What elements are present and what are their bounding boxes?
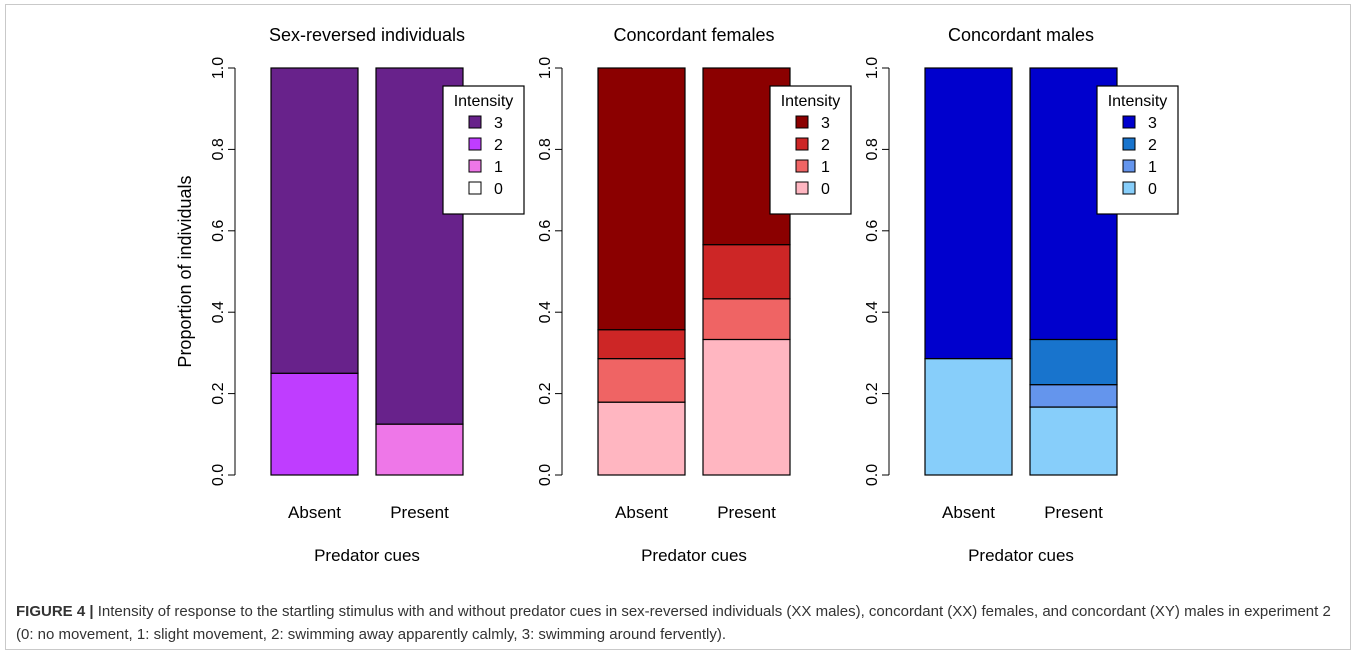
panel-2-y-tick-label: 1.0 [537, 57, 554, 79]
panel-2-bar-absent-intensity-3 [598, 68, 685, 330]
panel-2-y-tick-label: 0.6 [537, 220, 554, 242]
panel-2-legend-swatch-3 [796, 116, 808, 128]
panel-2-legend-swatch-0 [796, 182, 808, 194]
panel-2-legend-label-0: 0 [821, 181, 830, 198]
panel-1-legend-swatch-1 [469, 160, 481, 172]
panel-2-x-tick-label: Absent [615, 503, 668, 522]
panel-2-title: Concordant females [613, 25, 774, 45]
panel-1-legend-title: Intensity [454, 93, 514, 110]
panel-1-bar-present-intensity-1 [376, 424, 463, 475]
panel-3-bar-present-intensity-1 [1030, 385, 1117, 407]
panel-3-bar-present-intensity-0 [1030, 407, 1117, 475]
panel-1-x-tick-label: Present [390, 503, 449, 522]
panel-1-bar-absent-intensity-2 [271, 373, 358, 475]
panel-2-bar-present-intensity-1 [703, 299, 790, 340]
panel-1-y-axis-label: Proportion of individuals [175, 175, 195, 367]
panel-3-x-axis-label: Predator cues [968, 546, 1074, 565]
panel-2-y-tick-label: 0.4 [537, 301, 554, 323]
figure-caption: FIGURE 4 | Intensity of response to the … [16, 600, 1336, 646]
panel-2-y-tick-label: 0.8 [537, 138, 554, 160]
panel-2-y-tick-label: 0.2 [537, 382, 554, 404]
panel-1-x-tick-label: Absent [288, 503, 341, 522]
panel-2-bar-present-intensity-2 [703, 245, 790, 299]
caption-label: FIGURE 4 | [16, 603, 94, 620]
panel-1-y-tick-label: 0.8 [210, 138, 227, 160]
panel-3-x-tick-label: Present [1044, 503, 1103, 522]
panel-3-legend-swatch-0 [1123, 182, 1135, 194]
panel-2-legend-title: Intensity [781, 93, 841, 110]
panel-1-bar-absent-intensity-3 [271, 68, 358, 373]
panel-2-bar-absent-intensity-2 [598, 330, 685, 359]
panel-1-title: Sex-reversed individuals [269, 25, 465, 45]
panel-3-legend-label-2: 2 [1148, 137, 1157, 154]
panel-2-bar-absent-intensity-1 [598, 359, 685, 403]
panel-3-y-tick-label: 0.6 [864, 220, 881, 242]
panel-2-legend-label-1: 1 [821, 159, 830, 176]
panel-2-x-axis-label: Predator cues [641, 546, 747, 565]
panel-2-bar-absent-intensity-0 [598, 402, 685, 475]
panel-1-y-tick-label: 1.0 [210, 57, 227, 79]
panel-3-y-tick-label: 0.4 [864, 301, 881, 323]
panel-3-x-tick-label: Absent [942, 503, 995, 522]
panel-2-bar-present-intensity-0 [703, 339, 790, 475]
panel-3-legend-label-3: 3 [1148, 115, 1157, 132]
panel-3-bar-absent-intensity-3 [925, 68, 1012, 359]
panel-1-legend-label-3: 3 [494, 115, 503, 132]
panel-1-y-tick-label: 0.0 [210, 464, 227, 486]
panel-1-legend-label-1: 1 [494, 159, 503, 176]
panel-3-y-tick-label: 0.0 [864, 464, 881, 486]
panel-1-legend-label-2: 2 [494, 137, 503, 154]
panel-1-y-tick-label: 0.6 [210, 220, 227, 242]
caption-text: Intensity of response to the startling s… [16, 603, 1331, 643]
panel-3-y-tick-label: 0.2 [864, 382, 881, 404]
panel-1-legend-swatch-3 [469, 116, 481, 128]
panel-3-title: Concordant males [948, 25, 1094, 45]
panel-3-bar-absent-intensity-0 [925, 359, 1012, 475]
panel-2-legend-swatch-1 [796, 160, 808, 172]
panel-3-y-tick-label: 1.0 [864, 57, 881, 79]
panel-3-legend-label-0: 0 [1148, 181, 1157, 198]
panel-1-legend-swatch-2 [469, 138, 481, 150]
panel-3-bar-present-intensity-2 [1030, 339, 1117, 384]
panel-1-legend-swatch-0 [469, 182, 481, 194]
panel-3-legend-label-1: 1 [1148, 159, 1157, 176]
panel-3-legend-swatch-1 [1123, 160, 1135, 172]
panel-3-y-tick-label: 0.8 [864, 138, 881, 160]
panel-1-y-tick-label: 0.4 [210, 301, 227, 323]
panel-1-y-tick-label: 0.2 [210, 382, 227, 404]
panel-2-legend-label-2: 2 [821, 137, 830, 154]
panel-2-legend-swatch-2 [796, 138, 808, 150]
panel-3-legend-title: Intensity [1108, 93, 1168, 110]
panel-2-legend-label-3: 3 [821, 115, 830, 132]
panel-3-legend-swatch-3 [1123, 116, 1135, 128]
panel-1-legend-label-0: 0 [494, 181, 503, 198]
panel-2-x-tick-label: Present [717, 503, 776, 522]
panel-3-legend-swatch-2 [1123, 138, 1135, 150]
panel-1-x-axis-label: Predator cues [314, 546, 420, 565]
panel-2-y-tick-label: 0.0 [537, 464, 554, 486]
